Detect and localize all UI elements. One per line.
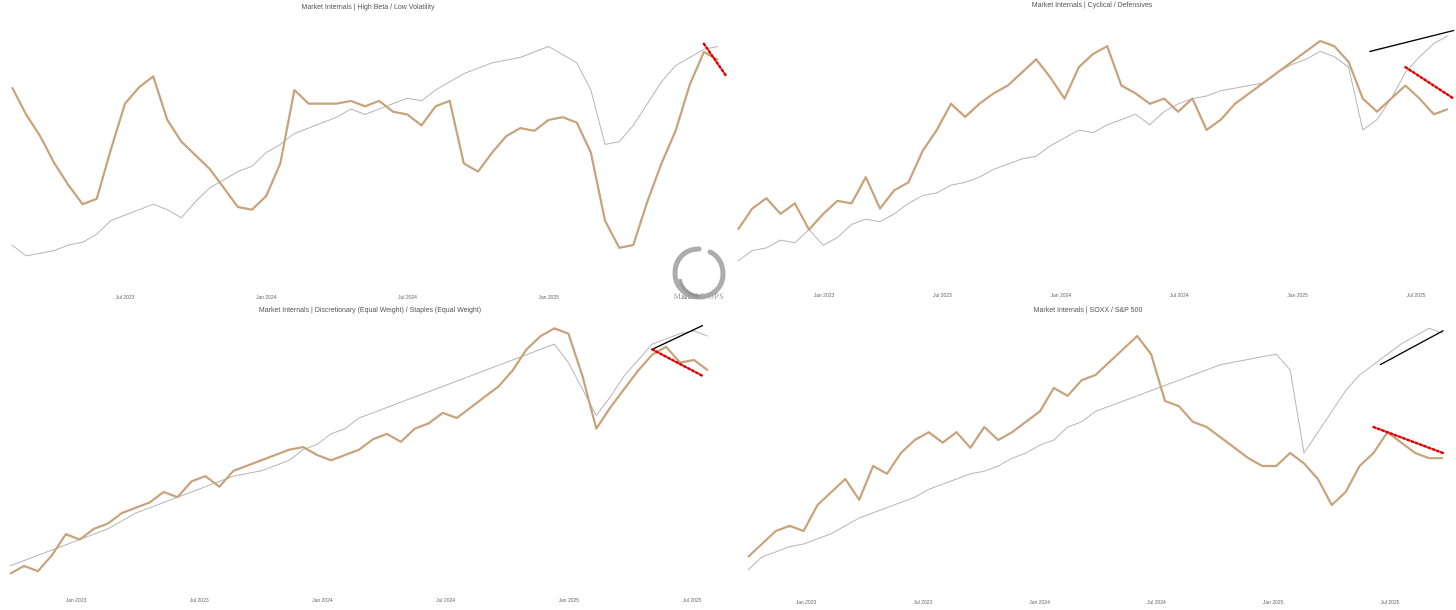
chart-canvas: Jan 2023 Jul 2023 Jan 2024 Jul 2024 Jan 2025…: [747, 327, 1445, 606]
logo-wordmark: MACRO OPS: [673, 292, 725, 301]
benchmark-series-line: [9, 330, 709, 567]
up-trendline: [1379, 330, 1444, 366]
down-trendline: [1404, 65, 1455, 100]
chart-canvas: Jul 2023 Jan 2024 Jul 2024 Jan 2025 Jul 2025: [11, 42, 728, 301]
chart-canvas: Jan 2023 Jul 2023 Jan 2024 Jul 2024 Jan 2025…: [9, 324, 709, 604]
x-tick-label: Jul 2023: [116, 295, 135, 301]
x-tick-label: Jan 2025: [559, 598, 580, 604]
x-tick-label: Jul 2024: [436, 598, 455, 604]
x-tick-label: Jul 2024: [398, 295, 417, 301]
ratio-series-line: [9, 327, 709, 575]
chart-canvas: Jan 2023 Jul 2023 Jan 2024 Jul 2024 Jan 2025…: [737, 29, 1455, 299]
chart-title: Market Internals | High Beta / Low Volat…: [301, 4, 435, 11]
benchmark-series-line: [747, 327, 1444, 571]
chart-title: Market Internals | Cyclical / Defensives: [1031, 2, 1153, 9]
x-tick-label: Jan 2023: [796, 600, 817, 606]
chart-title: Market Internals | Discretionary (Equal …: [258, 307, 482, 314]
x-tick-label: Jul 2023: [190, 598, 209, 604]
up-trendline: [651, 324, 704, 351]
chart-panel-discretionary-staples: Market Internals | Discretionary (Equal …: [0, 305, 728, 610]
chart-panel-soxx-sp500: Market Internals | SOXX / S&P 500 Jan 20…: [728, 305, 1456, 610]
x-tick-label: Jul 2025: [1381, 600, 1400, 606]
down-trendline: [1372, 425, 1445, 455]
macro-ops-logo-icon: [672, 246, 726, 300]
x-tick-label: Jul 2023: [913, 600, 932, 606]
benchmark-series-line: [11, 46, 719, 257]
x-tick-label: Jul 2025: [683, 598, 702, 604]
x-tick-label: Jan 2023: [814, 293, 835, 299]
ratio-series-line: [747, 334, 1443, 558]
x-tick-label: Jul 2024: [1170, 293, 1189, 299]
ratio-series-line: [11, 50, 719, 249]
x-tick-label: Jan 2024: [1029, 600, 1050, 606]
x-tick-label: Jul 2023: [933, 293, 952, 299]
up-trendline: [1369, 29, 1455, 53]
x-tick-label: Jan 2023: [66, 598, 87, 604]
benchmark-series-line: [737, 35, 1449, 262]
chart-title: Market Internals | SOXX / S&P 500: [1033, 307, 1143, 314]
down-trendline: [702, 42, 728, 78]
x-tick-label: Jan 2025: [538, 295, 559, 301]
x-tick-label: Jan 2025: [1287, 293, 1308, 299]
x-tick-label: Jan 2025: [1263, 600, 1284, 606]
ratio-series-line: [737, 39, 1449, 231]
x-tick-label: Jan 2024: [1051, 293, 1072, 299]
down-trendline: [650, 348, 704, 378]
x-tick-label: Jan 2024: [256, 295, 277, 301]
chart-panel-high-beta-low-vol: Market Internals | High Beta / Low Volat…: [0, 0, 728, 305]
x-tick-label: Jan 2024: [312, 598, 333, 604]
x-tick-label: Jul 2024: [1147, 600, 1166, 606]
x-tick-label: Jul 2025: [1407, 293, 1426, 299]
chart-panel-cyclical-defensives: Market Internals | Cyclical / Defensives…: [728, 0, 1456, 305]
